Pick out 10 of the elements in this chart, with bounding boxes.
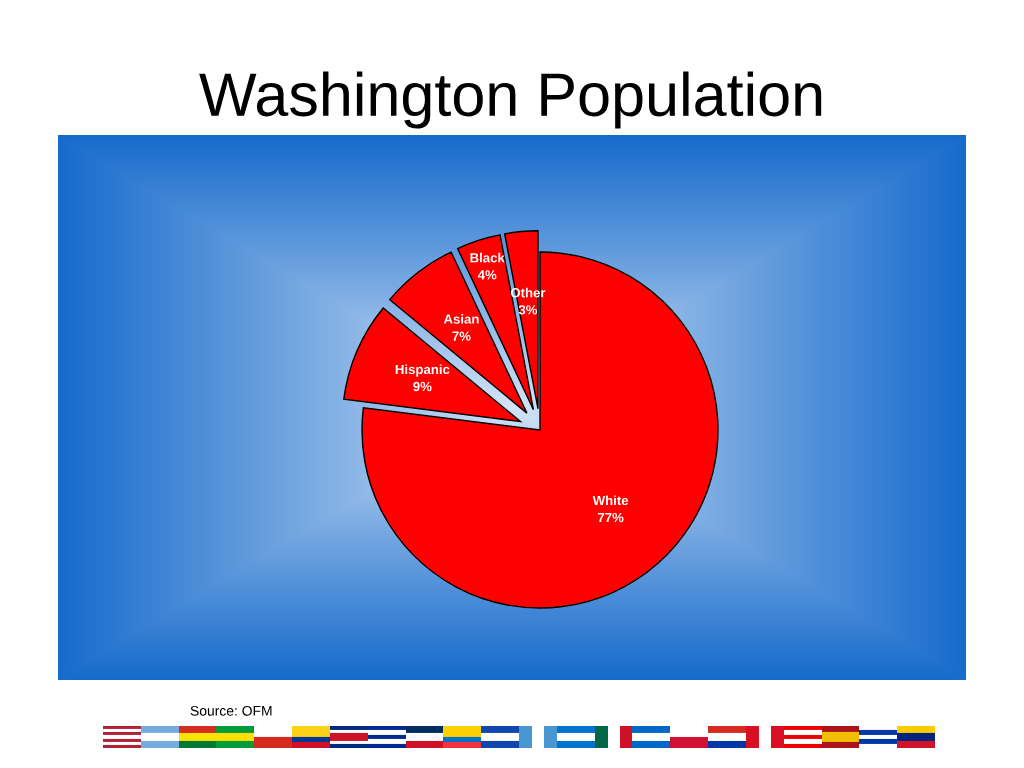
- slice-label: White: [592, 495, 629, 506]
- slice-label: Hispanic: [395, 364, 450, 377]
- data-label: 77%: [597, 512, 624, 523]
- source-note: Source: OFM: [190, 705, 272, 716]
- slice-label: Asian: [443, 314, 479, 324]
- data-label: 4%: [477, 270, 497, 280]
- data-label: 3%: [518, 305, 538, 315]
- data-label: 9%: [413, 381, 432, 392]
- data-label: 7%: [452, 331, 471, 341]
- chart-title: Washington Population: [199, 71, 822, 129]
